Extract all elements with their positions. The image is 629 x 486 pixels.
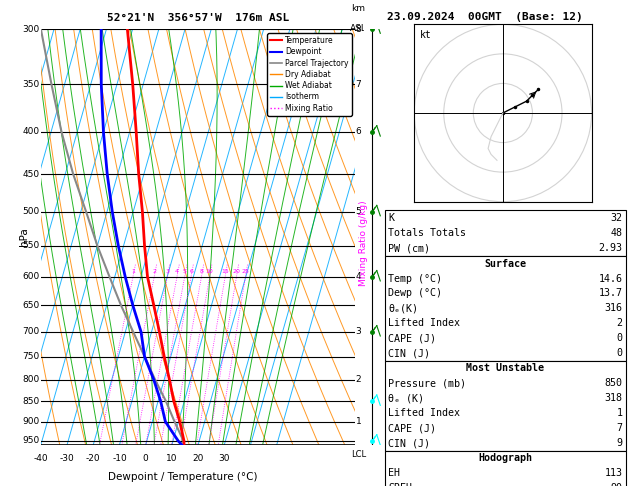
Text: Mixing Ratio (g/kg): Mixing Ratio (g/kg): [359, 200, 368, 286]
Text: 52°21'N  356°57'W  176m ASL: 52°21'N 356°57'W 176m ASL: [107, 13, 289, 23]
Text: © weatheronline.co.uk: © weatheronline.co.uk: [449, 471, 562, 480]
Text: 48: 48: [611, 228, 623, 238]
Text: 6: 6: [189, 269, 193, 274]
Text: 2: 2: [356, 375, 361, 384]
Text: 3: 3: [355, 328, 362, 336]
Text: 3: 3: [165, 269, 169, 274]
Text: 700: 700: [22, 328, 39, 336]
Text: 300: 300: [22, 25, 39, 34]
Text: 6: 6: [355, 127, 362, 137]
Text: Surface: Surface: [484, 259, 526, 269]
Text: 5: 5: [355, 207, 362, 216]
Text: kt: kt: [420, 30, 432, 40]
Text: -40: -40: [33, 454, 48, 463]
Text: 2: 2: [152, 269, 156, 274]
Text: SREH: SREH: [388, 483, 412, 486]
Text: 10: 10: [206, 269, 214, 274]
Text: Most Unstable: Most Unstable: [466, 363, 545, 373]
Text: Temp (°C): Temp (°C): [388, 274, 442, 283]
Text: 550: 550: [22, 241, 39, 250]
Text: 9: 9: [616, 438, 623, 448]
Text: 950: 950: [22, 436, 39, 446]
Text: CIN (J): CIN (J): [388, 348, 430, 358]
Text: Lifted Index: Lifted Index: [388, 318, 460, 329]
Text: ASL: ASL: [350, 24, 367, 34]
Text: 20: 20: [192, 454, 204, 463]
Text: 450: 450: [22, 170, 39, 178]
Text: 2.93: 2.93: [599, 243, 623, 253]
Text: Hodograph: Hodograph: [479, 453, 532, 463]
Text: 7: 7: [355, 80, 362, 89]
Text: CAPE (J): CAPE (J): [388, 423, 436, 433]
Text: 1: 1: [355, 417, 362, 426]
Text: 15: 15: [221, 269, 229, 274]
Text: Dewp (°C): Dewp (°C): [388, 288, 442, 298]
Text: Lifted Index: Lifted Index: [388, 408, 460, 418]
Text: 650: 650: [22, 301, 39, 310]
Text: 600: 600: [22, 272, 39, 281]
Text: 4: 4: [175, 269, 179, 274]
Text: CIN (J): CIN (J): [388, 438, 430, 448]
Text: 0: 0: [143, 454, 148, 463]
Text: 750: 750: [22, 352, 39, 361]
Text: 1: 1: [131, 269, 135, 274]
Text: 14.6: 14.6: [599, 274, 623, 283]
Text: θₑ(K): θₑ(K): [388, 303, 418, 313]
Text: 10: 10: [166, 454, 177, 463]
Text: 7: 7: [616, 423, 623, 433]
Text: 900: 900: [22, 417, 39, 426]
Text: 1: 1: [616, 408, 623, 418]
Text: -10: -10: [112, 454, 127, 463]
Text: 25: 25: [242, 269, 249, 274]
Text: Totals Totals: Totals Totals: [388, 228, 466, 238]
Text: PW (cm): PW (cm): [388, 243, 430, 253]
Text: EH: EH: [388, 468, 400, 478]
Text: 350: 350: [22, 80, 39, 89]
Text: -30: -30: [60, 454, 74, 463]
Text: 8: 8: [355, 25, 362, 34]
Text: 800: 800: [22, 375, 39, 384]
Text: 0: 0: [616, 333, 623, 343]
Text: 13.7: 13.7: [599, 288, 623, 298]
Text: Dewpoint / Temperature (°C): Dewpoint / Temperature (°C): [108, 472, 257, 482]
Text: K: K: [388, 213, 394, 223]
Text: 850: 850: [604, 378, 623, 388]
Text: LCL: LCL: [351, 450, 366, 459]
Text: θₑ (K): θₑ (K): [388, 393, 424, 403]
Text: 30: 30: [219, 454, 230, 463]
Text: CAPE (J): CAPE (J): [388, 333, 436, 343]
Text: 850: 850: [22, 397, 39, 406]
Text: 400: 400: [22, 127, 39, 137]
Text: 20: 20: [233, 269, 240, 274]
Text: 113: 113: [604, 468, 623, 478]
Text: Pressure (mb): Pressure (mb): [388, 378, 466, 388]
Text: 4: 4: [356, 272, 361, 281]
Legend: Temperature, Dewpoint, Parcel Trajectory, Dry Adiabat, Wet Adiabat, Isotherm, Mi: Temperature, Dewpoint, Parcel Trajectory…: [267, 33, 352, 116]
Text: 5: 5: [182, 269, 187, 274]
Text: km: km: [352, 3, 365, 13]
Text: hPa: hPa: [19, 227, 28, 246]
Text: 90: 90: [611, 483, 623, 486]
Text: 23.09.2024  00GMT  (Base: 12): 23.09.2024 00GMT (Base: 12): [387, 12, 582, 22]
Text: 8: 8: [199, 269, 203, 274]
Text: 318: 318: [604, 393, 623, 403]
Text: 0: 0: [616, 348, 623, 358]
Text: 2: 2: [616, 318, 623, 329]
Text: 32: 32: [611, 213, 623, 223]
Text: 316: 316: [604, 303, 623, 313]
Text: 500: 500: [22, 207, 39, 216]
Text: -20: -20: [86, 454, 101, 463]
